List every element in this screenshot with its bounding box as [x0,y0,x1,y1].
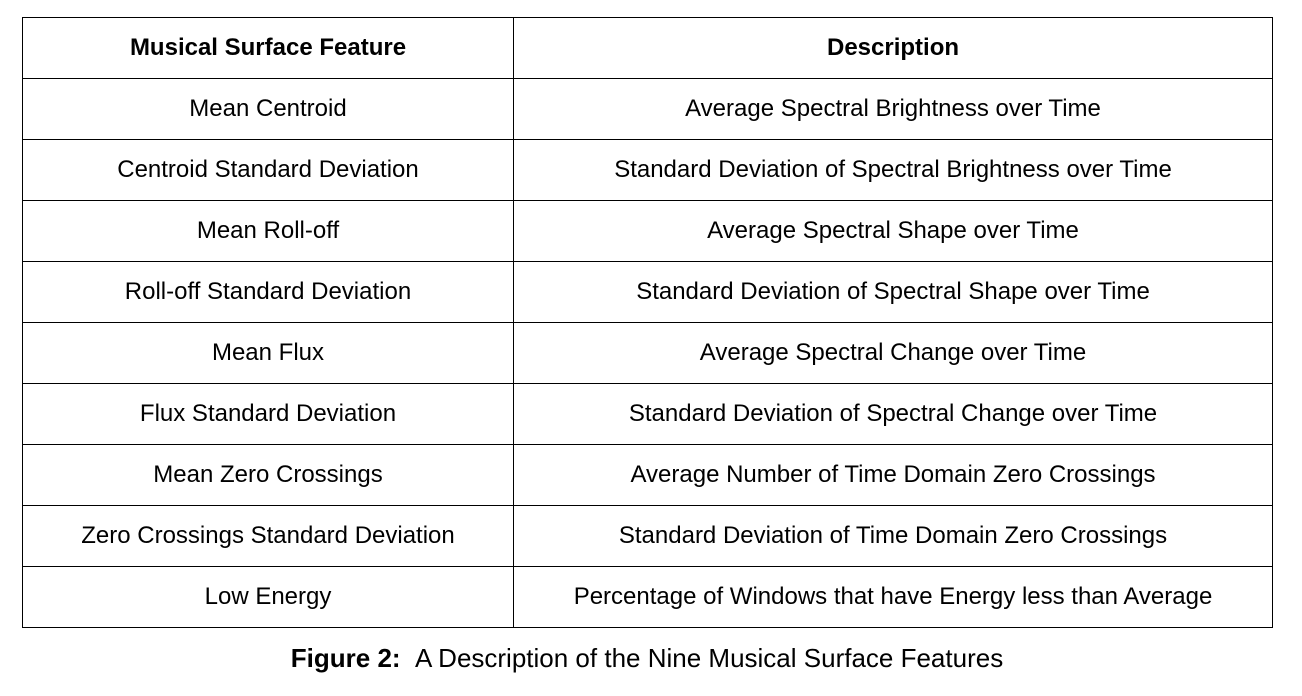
figure-caption-text: A Description of the Nine Musical Surfac… [415,643,1004,673]
description-cell: Standard Deviation of Time Domain Zero C… [513,505,1273,567]
description-cell: Standard Deviation of Spectral Brightnes… [513,139,1273,201]
feature-cell: Mean Zero Crossings [22,444,514,506]
table-row: Low Energy Percentage of Windows that ha… [22,566,1273,628]
feature-cell: Zero Crossings Standard Deviation [22,505,514,567]
figure-caption: Figure 2: A Description of the Nine Musi… [0,641,1294,675]
description-cell: Average Spectral Change over Time [513,322,1273,384]
feature-cell: Mean Roll-off [22,200,514,262]
feature-cell: Mean Centroid [22,78,514,140]
table-row: Mean Roll-off Average Spectral Shape ove… [22,200,1273,262]
figure-caption-label: Figure 2: [290,643,401,673]
description-cell: Percentage of Windows that have Energy l… [513,566,1273,628]
table-row: Centroid Standard Deviation Standard Dev… [22,139,1273,201]
description-cell: Average Number of Time Domain Zero Cross… [513,444,1273,506]
description-cell: Standard Deviation of Spectral Change ov… [513,383,1273,445]
table-row: Mean Zero Crossings Average Number of Ti… [22,444,1273,506]
table-row: Flux Standard Deviation Standard Deviati… [22,383,1273,445]
feature-cell: Centroid Standard Deviation [22,139,514,201]
table-row: Zero Crossings Standard Deviation Standa… [22,505,1273,567]
table-header-row: Musical Surface Feature Description [22,17,1273,79]
column-header-description: Description [513,17,1273,79]
table-row: Mean Flux Average Spectral Change over T… [22,322,1273,384]
feature-cell: Low Energy [22,566,514,628]
feature-cell: Roll-off Standard Deviation [22,261,514,323]
table-row: Roll-off Standard Deviation Standard Dev… [22,261,1273,323]
feature-cell: Flux Standard Deviation [22,383,514,445]
description-cell: Average Spectral Shape over Time [513,200,1273,262]
description-cell: Average Spectral Brightness over Time [513,78,1273,140]
features-table: Musical Surface Feature Description Mean… [22,17,1273,628]
column-header-feature: Musical Surface Feature [22,17,514,79]
feature-cell: Mean Flux [22,322,514,384]
table-row: Mean Centroid Average Spectral Brightnes… [22,78,1273,140]
description-cell: Standard Deviation of Spectral Shape ove… [513,261,1273,323]
